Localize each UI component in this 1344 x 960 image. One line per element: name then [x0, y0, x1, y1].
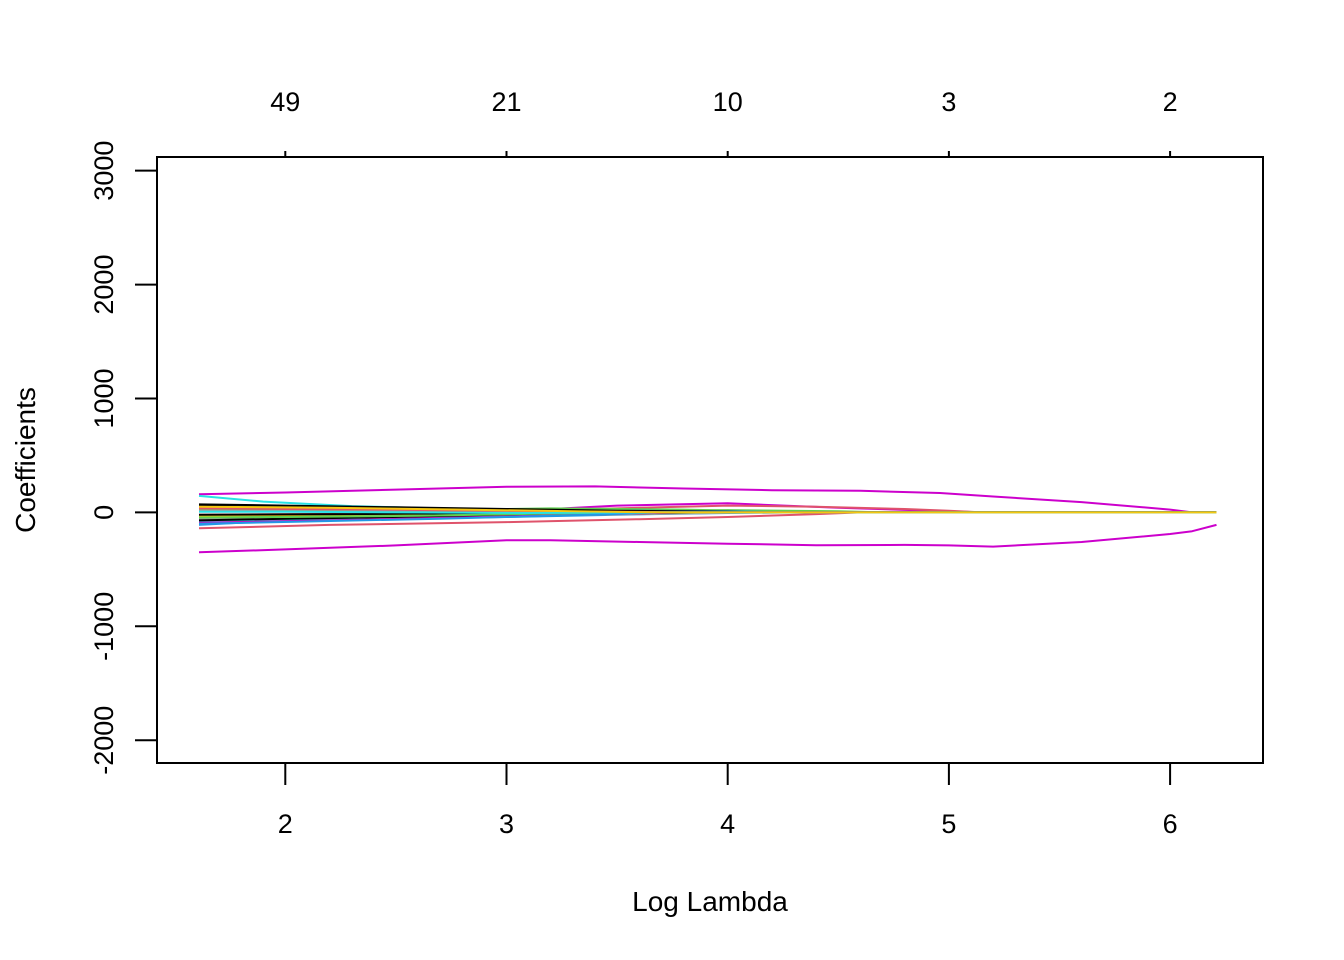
series-line-1 — [198, 485, 1217, 514]
series-lines — [198, 485, 1217, 554]
y-tick-label: 1000 — [89, 368, 119, 428]
y-tick-label: -1000 — [89, 592, 119, 661]
x-tick-label: 4 — [720, 809, 735, 839]
top-tick-label: 2 — [1163, 87, 1178, 117]
series-line-24 — [198, 505, 1217, 514]
y-tick-label: 3000 — [89, 141, 119, 201]
x-axis-top: 49 21 10 3 2 — [270, 87, 1178, 157]
top-tick-label: 10 — [713, 87, 743, 117]
top-tick-label: 49 — [270, 87, 300, 117]
plot-box — [156, 156, 1264, 764]
x-tick-label: 2 — [278, 809, 293, 839]
x-tick-label: 3 — [499, 809, 514, 839]
series-line-2 — [198, 523, 1217, 554]
y-tick-label: 2000 — [89, 255, 119, 315]
y-tick-label: -2000 — [89, 706, 119, 775]
x-tick-label: 5 — [941, 809, 956, 839]
y-axis-title: Coefficients — [10, 387, 41, 533]
y-axis-left: -2000 -1000 0 1000 2000 3000 — [89, 141, 158, 775]
y-tick-label: 0 — [89, 505, 119, 520]
x-tick-label: 6 — [1163, 809, 1178, 839]
top-tick-label: 3 — [941, 87, 956, 117]
x-axis-title: Log Lambda — [632, 886, 788, 917]
top-tick-label: 21 — [491, 87, 521, 117]
x-axis-bottom: 2 3 4 5 6 — [278, 762, 1178, 839]
